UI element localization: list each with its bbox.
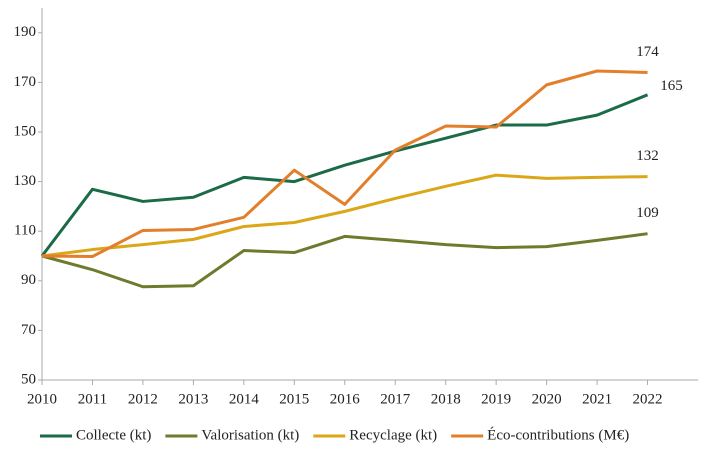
y-tick-label: 110 <box>14 223 36 239</box>
x-tick-label: 2010 <box>27 391 57 407</box>
y-tick-label: 90 <box>21 272 36 288</box>
y-tick-label: 150 <box>14 123 37 139</box>
value-label: 165 <box>660 78 683 94</box>
y-tick-label: 70 <box>21 322 36 338</box>
x-tick-label: 2012 <box>128 391 158 407</box>
x-tick-label: 2017 <box>380 391 411 407</box>
x-tick-label: 2018 <box>431 391 461 407</box>
y-tick-label: 190 <box>14 24 37 40</box>
series-line <box>41 69 648 258</box>
x-tick-label: 2016 <box>330 391 361 407</box>
y-tick-label: 130 <box>14 173 37 189</box>
y-tick-label: 50 <box>21 371 36 387</box>
x-tick-label: 2014 <box>229 391 260 407</box>
series-line <box>41 173 648 258</box>
x-tick-label: 2013 <box>178 391 208 407</box>
x-tick-label: 2015 <box>279 391 309 407</box>
x-tick-label: 2020 <box>532 391 562 407</box>
legend-label: Collecte (kt) <box>76 427 151 443</box>
legend-label: Valorisation (kt) <box>201 427 299 443</box>
value-label: 109 <box>636 205 659 221</box>
x-tick-label: 2022 <box>633 391 663 407</box>
y-tick-label: 170 <box>14 74 37 90</box>
legend-label: Éco-contributions (M€) <box>487 426 629 443</box>
legend-label: Recyclage (kt) <box>349 427 437 443</box>
series-line <box>40 93 649 257</box>
value-label: 132 <box>636 148 659 164</box>
x-tick-label: 2019 <box>481 391 511 407</box>
series-line <box>41 232 648 289</box>
value-label: 174 <box>636 44 659 60</box>
x-tick-label: 2021 <box>582 391 612 407</box>
x-tick-label: 2011 <box>78 391 107 407</box>
